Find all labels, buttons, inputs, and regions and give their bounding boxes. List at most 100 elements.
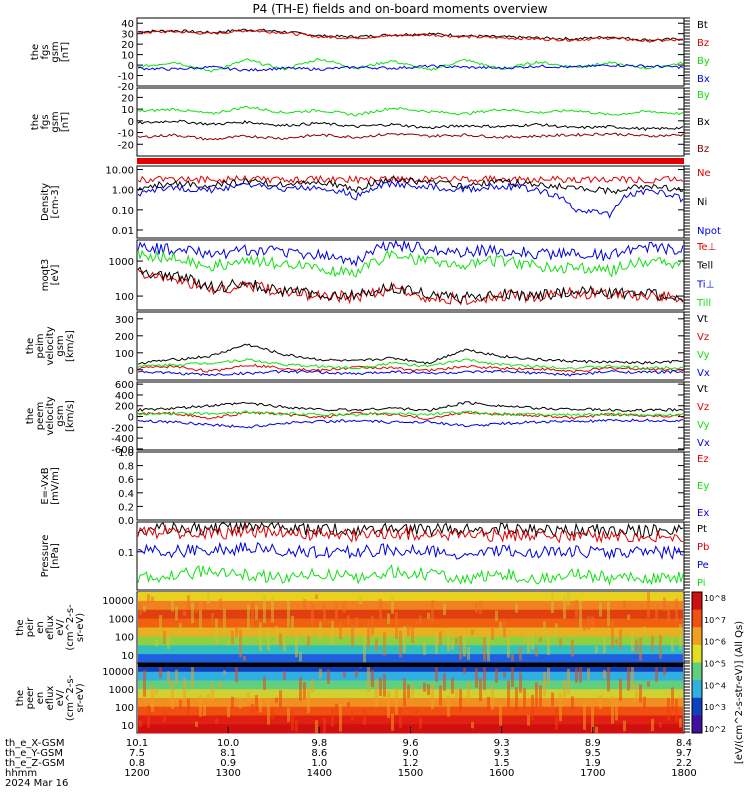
heatmap-cell <box>607 665 610 692</box>
heatmap-cell <box>171 681 174 709</box>
heatmap-cell <box>323 717 326 733</box>
x-axis-value: 1400 <box>307 768 332 779</box>
heatmap-cell <box>235 627 238 637</box>
x-axis-value: 8.6 <box>311 748 327 759</box>
legend-label: Vt <box>697 384 708 395</box>
panel-frame <box>136 381 685 451</box>
heatmap-cell <box>667 697 670 721</box>
heatmap-cell <box>535 647 538 657</box>
colorbar-tick-label: 10^4 <box>704 681 726 690</box>
heatmap-cell <box>259 699 262 713</box>
y-axis-label: moqt3 <box>40 259 51 292</box>
panel-10: the peer en eflux eV/(cm^2-s-sr-eV) 10000 1000… <box>15 662 690 734</box>
heatmap-cell <box>415 620 418 625</box>
heatmap-cell <box>291 615 294 631</box>
heatmap-cell <box>219 681 222 688</box>
heatmap-cell <box>311 679 314 693</box>
heatmap-cell <box>175 669 178 684</box>
heatmap-cell <box>519 647 522 661</box>
y-tick-label: 10 <box>121 105 134 116</box>
series-line <box>137 369 684 377</box>
y-tick-label: 10.00 <box>105 166 134 177</box>
heatmap-cell <box>459 689 462 713</box>
y-tick-label: 0 <box>128 366 134 377</box>
heatmap-cell <box>263 676 266 690</box>
y-tick-label: -20 <box>118 140 134 151</box>
y-axis-label: peim <box>35 333 46 358</box>
heatmap-cell <box>631 631 634 652</box>
heatmap-cell <box>407 684 410 699</box>
x-axis-row-label: th_e_Z-GSM <box>5 758 65 769</box>
legend-label: Tell <box>696 261 713 272</box>
heatmap-cell <box>219 598 222 608</box>
heatmap-cell <box>595 726 598 733</box>
heatmap-cell <box>167 635 170 650</box>
y-tick-label: 0.6 <box>118 475 134 486</box>
x-axis-value: 0.8 <box>129 758 145 769</box>
heatmap-cell <box>511 666 514 687</box>
heatmap-cell <box>495 610 498 621</box>
x-axis-row-label: th_e_Y-GSM <box>5 748 63 759</box>
colorbar-segment <box>692 715 702 734</box>
y-tick-label: 1.0 <box>118 448 134 459</box>
heatmap-band <box>138 680 683 690</box>
heatmap-cell <box>515 603 518 613</box>
heatmap-cell <box>531 694 534 721</box>
heatmap-cell <box>507 636 510 658</box>
heatmap-cell <box>611 696 614 724</box>
heatmap-cell <box>207 593 210 604</box>
series-line <box>137 521 684 538</box>
heatmap-cell <box>203 704 206 716</box>
heatmap-cell <box>255 695 258 711</box>
heatmap-cell <box>643 696 646 708</box>
x-axis-value: 9.6 <box>403 738 419 749</box>
heatmap-cell <box>631 666 634 690</box>
heatmap-cell <box>259 622 262 651</box>
heatmap-cell <box>363 708 366 725</box>
heatmap-cell <box>555 623 558 635</box>
heatmap-cell <box>267 627 270 651</box>
heatmap-cell <box>179 699 182 709</box>
y-axis-label: [nPa] <box>50 543 61 569</box>
x-axis-value: 1.2 <box>403 758 419 769</box>
y-axis-label: en <box>35 621 46 634</box>
heatmap-cell <box>227 640 230 646</box>
heatmap-cell <box>279 633 282 647</box>
status-band <box>137 158 684 164</box>
heatmap-cell <box>491 686 494 710</box>
heatmap-cell <box>187 595 190 610</box>
y-tick-label: 100 <box>115 349 134 360</box>
y-axis-label: fgs <box>40 114 51 129</box>
heatmap-cell <box>139 604 142 615</box>
heatmap-cell <box>547 667 550 686</box>
heatmap-cell <box>575 667 578 683</box>
heatmap-cell <box>479 601 482 614</box>
panel-frame <box>136 451 685 521</box>
heatmap-cell <box>343 601 346 613</box>
x-axis-value: 9.7 <box>676 748 692 759</box>
panel-6: the peem velocity gsm [km/s] 6004002000-200-4… <box>25 380 710 456</box>
heatmap-cell <box>283 671 286 680</box>
x-axis-value: 1600 <box>489 768 514 779</box>
heatmap-cell <box>451 677 454 694</box>
y-axis-label: Density <box>40 183 51 221</box>
heatmap-cell <box>419 615 422 624</box>
heatmap-cell <box>671 636 674 652</box>
legend-label: Ne <box>697 168 711 179</box>
heatmap-cell <box>343 671 346 678</box>
y-axis-label: gsm <box>55 405 66 426</box>
heatmap-cell <box>579 666 582 683</box>
heatmap-cell <box>263 595 266 624</box>
y-axis-label: eV/ <box>55 689 66 706</box>
heatmap-cell <box>395 687 398 715</box>
heatmap-cell <box>295 719 298 732</box>
panel-7: E=-VxB [mV/m] 1.0 0.8 0.6 0.4 0.2 0.0 Ez Ey Ex <box>40 448 709 527</box>
heatmap-cell <box>551 593 554 614</box>
panel-5: the peim velocity gsm [km/s] 300 200 100 0 Vt Vz Vy… <box>25 311 710 381</box>
heatmap-cell <box>431 682 434 710</box>
y-tick-label: 0 <box>128 61 134 72</box>
heatmap-cell <box>223 670 226 675</box>
panel-3: Density [cm-3] 10.00 1.00 0.10 0.01 Ne Ni Npot <box>40 165 721 239</box>
heatmap-cell <box>439 631 442 646</box>
series-line <box>137 174 684 185</box>
